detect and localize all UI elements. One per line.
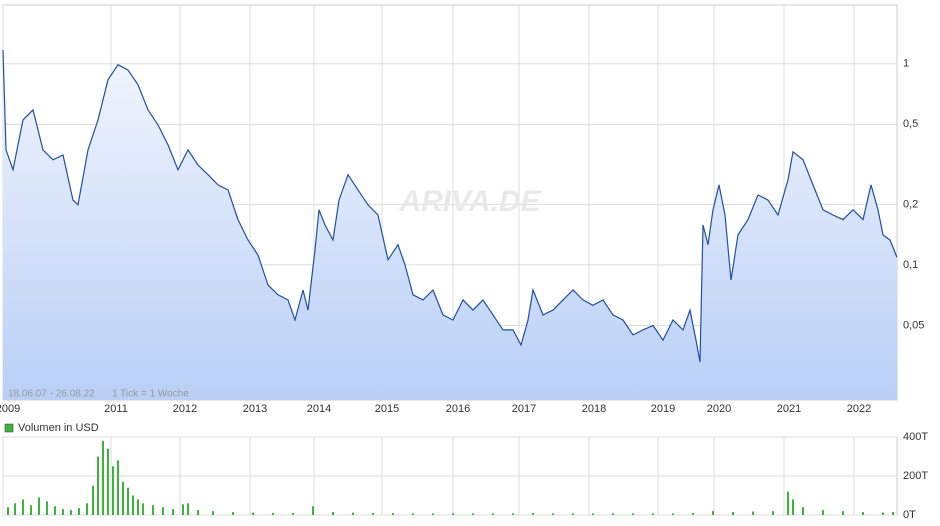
watermark: ARIVA.DE — [398, 185, 541, 218]
volume-bar — [78, 508, 80, 515]
x-tick-label: 2021 — [777, 403, 801, 415]
volume-bar — [142, 503, 144, 515]
y-tick-label: 0T — [903, 509, 916, 521]
x-tick-label: 2022 — [847, 403, 871, 415]
volume-bar — [732, 512, 734, 515]
date-range: 18.06.07 - 26.08.22 — [8, 389, 95, 400]
volume-bar — [452, 513, 454, 515]
volume-bar — [197, 510, 199, 515]
volume-bar — [892, 512, 894, 515]
volume-bar — [292, 513, 294, 515]
x-tick-label: 2013 — [243, 403, 267, 415]
volume-bar — [392, 513, 394, 515]
volume-bar — [492, 513, 494, 515]
volume-bar — [632, 513, 634, 515]
volume-bar — [802, 507, 804, 515]
volume-bar — [822, 510, 824, 515]
volume-bar — [432, 513, 434, 515]
volume-bar — [212, 511, 214, 515]
area-fill — [3, 50, 897, 400]
legend-swatch — [4, 423, 14, 433]
x-tick-label: 2011 — [104, 403, 128, 415]
volume-bar — [122, 481, 124, 515]
volume-bar — [127, 487, 129, 515]
volume-bar — [7, 507, 9, 515]
volume-bar — [14, 503, 16, 515]
volume-bar — [46, 501, 48, 515]
x-tick-label: 2009 — [0, 403, 20, 415]
volume-bar — [552, 513, 554, 515]
volume-bar — [30, 505, 32, 515]
volume-bar — [472, 513, 474, 515]
legend-label: Volumen in USD — [18, 422, 99, 434]
volume-bar — [102, 440, 104, 515]
volume-bar — [22, 499, 24, 515]
volume-bar — [187, 503, 189, 515]
volume-bar — [86, 503, 88, 515]
volume-bar — [252, 512, 254, 515]
x-tick-label: 2016 — [446, 403, 470, 415]
volume-bar — [352, 512, 354, 515]
x-tick-label: 2018 — [582, 403, 606, 415]
y-tick-label: 0,1 — [903, 259, 918, 271]
y-tick-label: 400T — [903, 431, 928, 443]
volume-bar — [512, 513, 514, 515]
volume-bar — [62, 509, 64, 515]
volume-bar — [97, 456, 99, 515]
volume-bar — [182, 504, 184, 515]
y-tick-label: 0,05 — [903, 319, 924, 331]
volume-bar — [572, 513, 574, 515]
x-tick-label: 2014 — [307, 403, 331, 415]
volume-bar — [592, 513, 594, 515]
volume-bar — [152, 505, 154, 515]
volume-bar — [162, 507, 164, 515]
volume-bar — [112, 466, 114, 515]
volume-bar — [92, 485, 94, 515]
volume-bar — [272, 513, 274, 515]
volume-bar — [70, 510, 72, 515]
y-tick-label: 200T — [903, 470, 928, 482]
volume-bar — [652, 513, 654, 515]
volume-bar — [792, 499, 794, 515]
volume-bar — [232, 512, 234, 515]
y-tick-label: 0,5 — [903, 118, 918, 130]
volume-bar — [54, 506, 56, 515]
volume-bar — [172, 509, 174, 515]
volume-bar — [862, 512, 864, 515]
volume-bar — [137, 499, 139, 515]
x-tick-label: 2012 — [173, 403, 197, 415]
volume-bar — [882, 512, 884, 515]
volume-bar — [672, 513, 674, 515]
volume-bar — [372, 513, 374, 515]
x-tick-label: 2020 — [707, 403, 731, 415]
volume-bar — [752, 511, 754, 515]
volume-bar — [412, 513, 414, 515]
price-line — [2, 50, 898, 363]
volume-bar — [117, 460, 119, 515]
volume-bar — [772, 511, 774, 515]
x-tick-label: 2017 — [512, 403, 536, 415]
x-tick-label: 2015 — [375, 403, 399, 415]
tick-info: 1 Tick = 1 Woche — [112, 389, 189, 400]
volume-bar — [692, 513, 694, 515]
y-tick-label: 1 — [903, 58, 909, 70]
volume-bar — [312, 506, 314, 515]
volume-bar — [612, 513, 614, 515]
volume-bar — [532, 513, 534, 515]
volume-bar — [842, 511, 844, 515]
volume-bar — [332, 512, 334, 515]
volume-bar — [38, 497, 40, 515]
volume-bar — [107, 448, 109, 515]
volume-bar — [132, 495, 134, 515]
volume-bar — [787, 491, 789, 515]
volume-bar — [712, 511, 714, 515]
x-tick-label: 2019 — [651, 403, 675, 415]
y-tick-label: 0,2 — [903, 198, 918, 210]
